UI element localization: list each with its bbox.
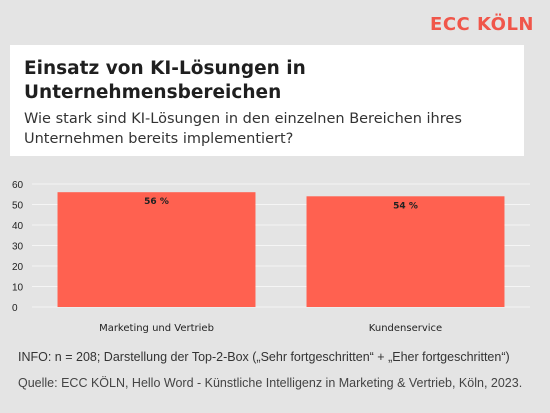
chart-subtitle: Wie stark sind KI-Lösungen in den einzel… bbox=[24, 111, 462, 147]
bar-data-label: 54 % bbox=[393, 201, 418, 211]
y-tick-label: 60 bbox=[12, 180, 24, 191]
y-tick-label: 0 bbox=[12, 303, 18, 314]
y-axis-ticks: 0 10 20 30 40 50 60 bbox=[12, 180, 24, 314]
brand-logo: ECC KÖLN bbox=[430, 14, 534, 35]
chart-title: Einsatz von KI-Lösungen in Unternehmensb… bbox=[24, 58, 306, 103]
bar-chart: 0 10 20 30 40 50 60 56 % 54 % Marketing und Ver… bbox=[12, 180, 530, 334]
y-tick-label: 40 bbox=[12, 221, 24, 232]
bars bbox=[57, 192, 505, 307]
category-labels: Marketing und Vertrieb Kundenservice bbox=[99, 323, 442, 334]
y-tick-label: 50 bbox=[12, 201, 24, 212]
bar bbox=[57, 192, 256, 307]
title-box: Einsatz von KI-Lösungen in Unternehmensb… bbox=[10, 45, 524, 156]
data-labels: 56 % 54 % bbox=[144, 197, 418, 211]
y-tick-label: 10 bbox=[12, 283, 24, 294]
category-label: Marketing und Vertrieb bbox=[99, 323, 214, 334]
bar-data-label: 56 % bbox=[144, 197, 169, 207]
category-label: Kundenservice bbox=[369, 323, 442, 334]
source-note: Quelle: ECC KÖLN, Hello Word - Künstlich… bbox=[18, 376, 523, 390]
bar bbox=[306, 196, 505, 307]
y-tick-label: 20 bbox=[12, 262, 24, 273]
info-note: INFO: n = 208; Darstellung der Top-2-Box… bbox=[18, 350, 510, 364]
y-tick-label: 30 bbox=[12, 242, 24, 253]
